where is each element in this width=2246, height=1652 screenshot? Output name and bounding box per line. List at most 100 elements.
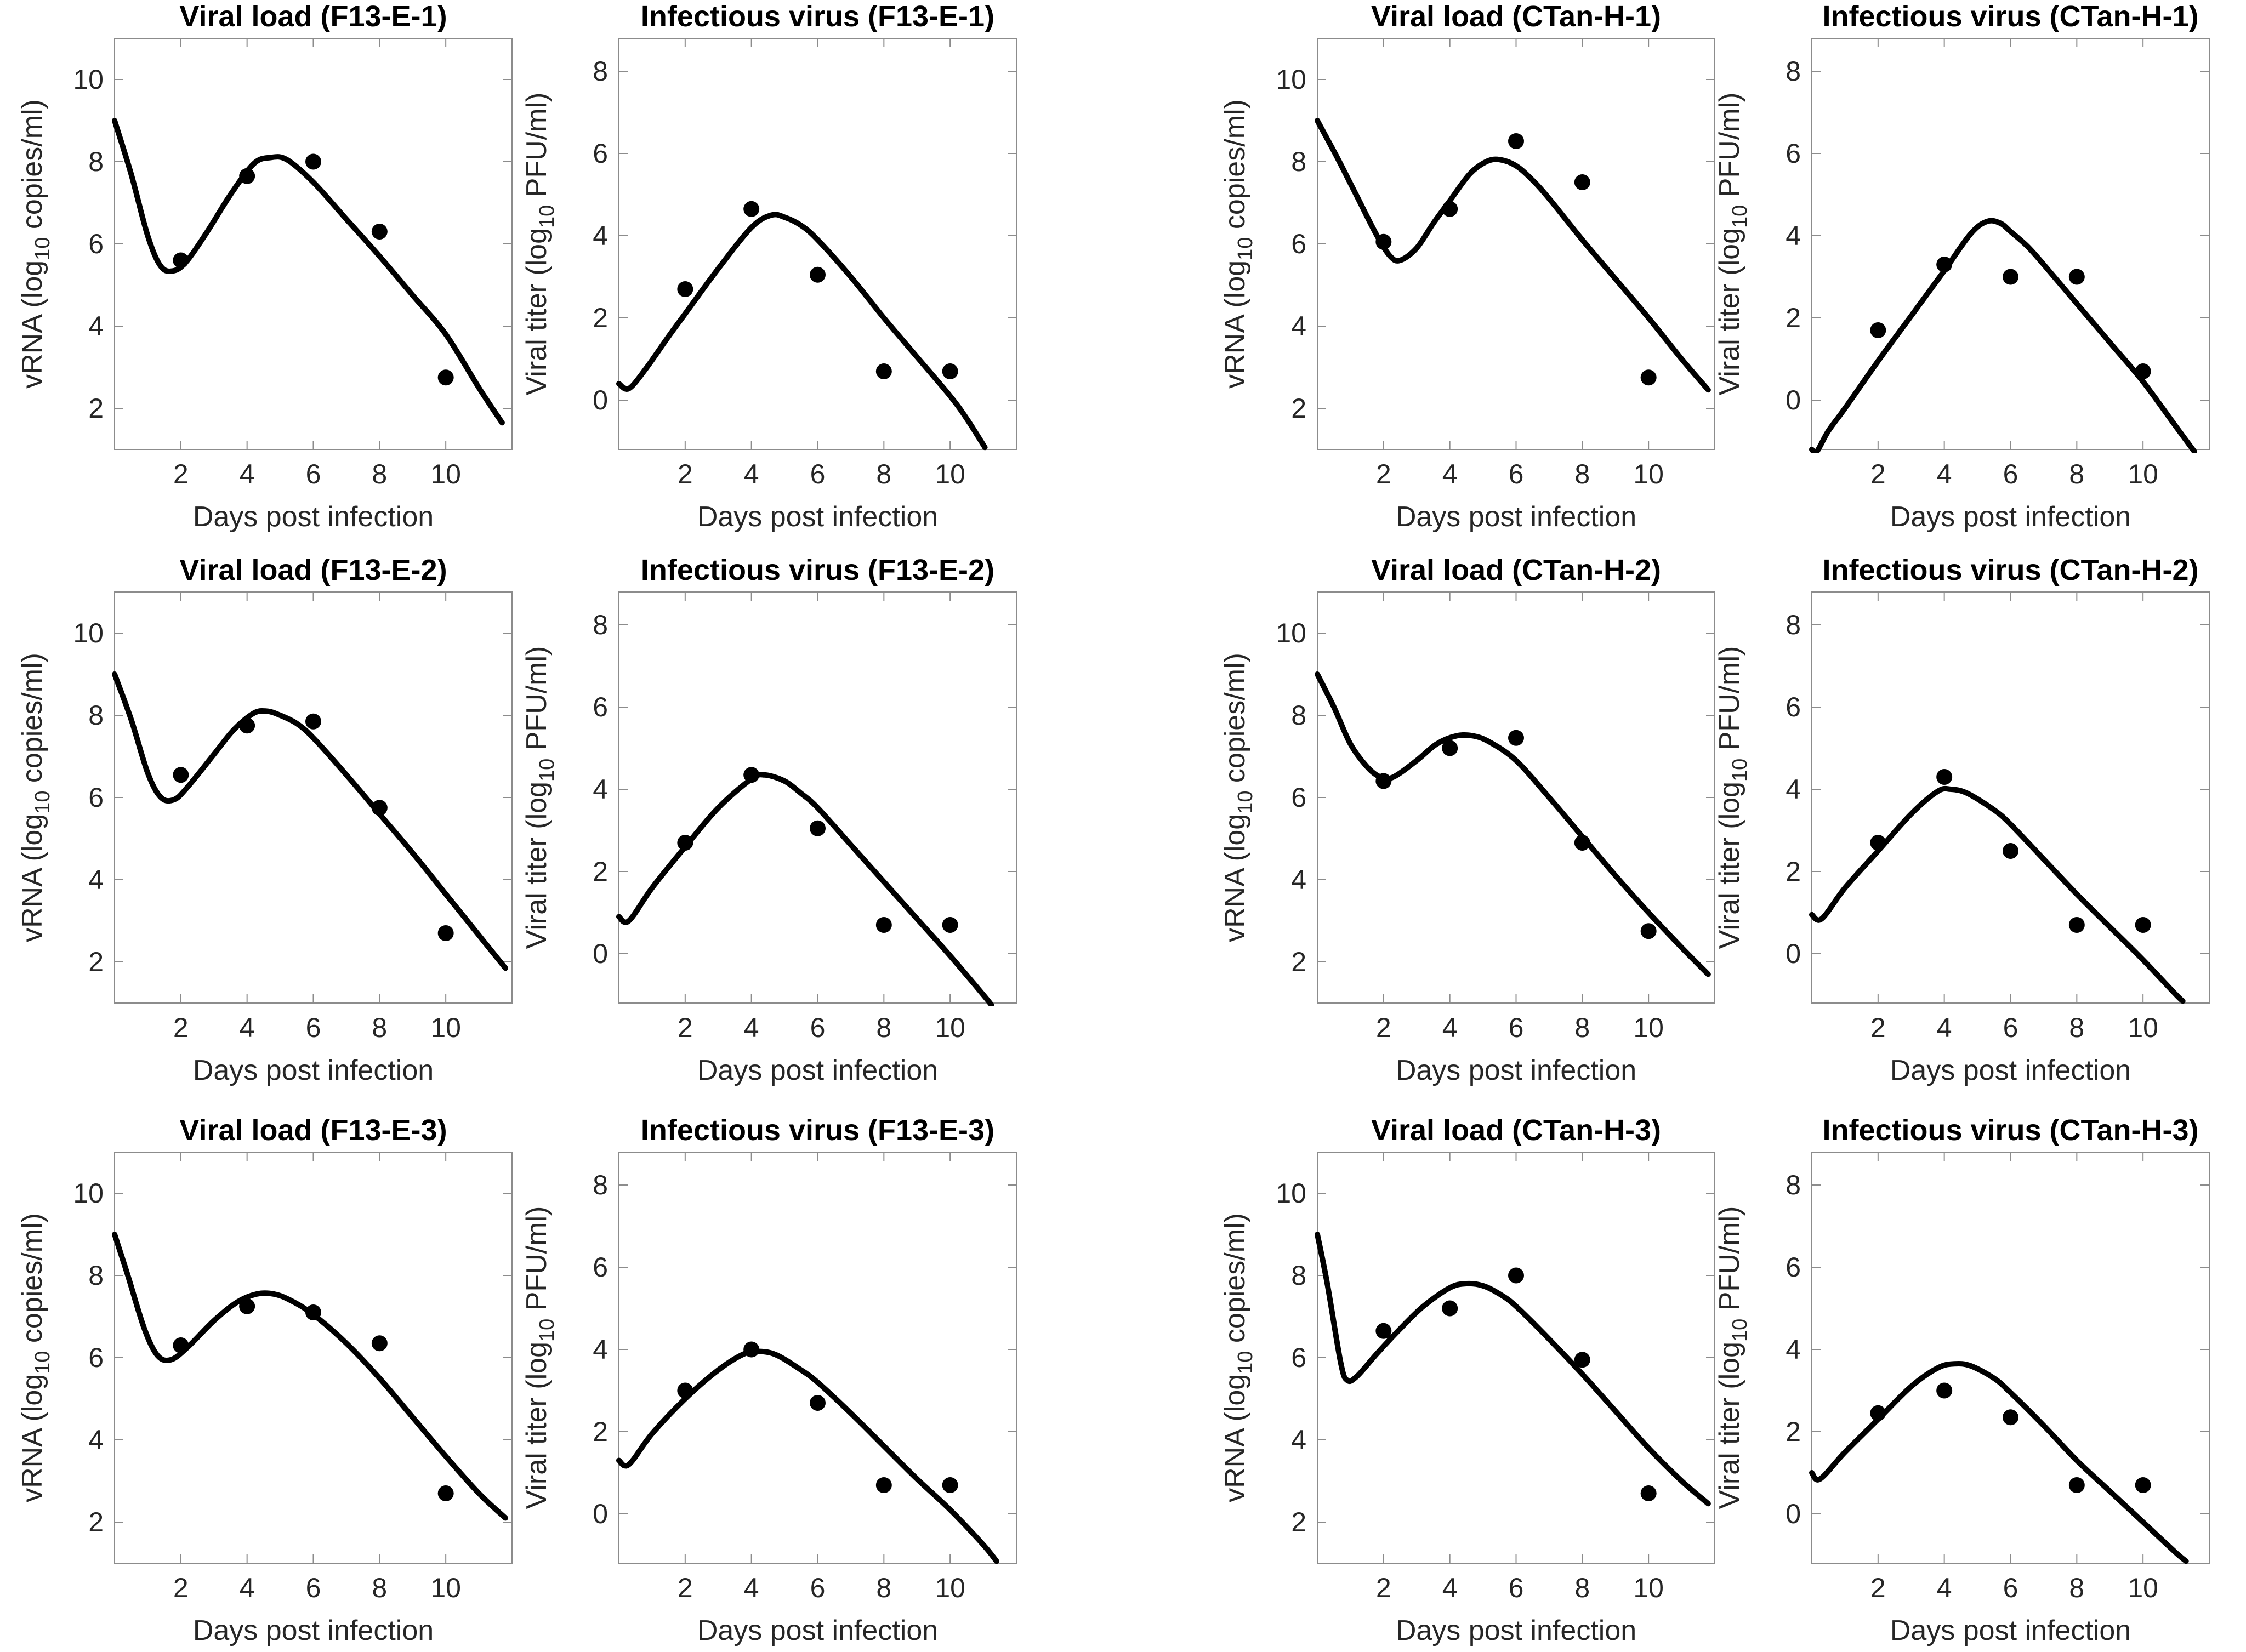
y-tick-label: 6 (1291, 1342, 1306, 1373)
data-point (1508, 133, 1524, 149)
x-tick-label: 8 (372, 1573, 387, 1603)
data-point (2135, 917, 2151, 933)
x-tick-label: 2 (173, 459, 189, 489)
y-tick-label: 10 (73, 64, 104, 95)
model-fit-curve (1315, 1232, 1711, 1507)
data-point (1442, 201, 1458, 217)
model-fit-curve (1315, 118, 1711, 393)
x-axis-label: Days post infection (697, 1615, 938, 1647)
data-point (2068, 917, 2085, 933)
y-tick-label: 8 (593, 609, 608, 640)
y-tick-label: 8 (593, 56, 608, 87)
data-point (2068, 1477, 2085, 1493)
x-tick-label: 4 (1442, 1573, 1458, 1603)
y-tick-label: 4 (593, 220, 608, 251)
y-tick-label: 0 (593, 385, 608, 415)
x-tick-label: 8 (372, 1012, 387, 1043)
y-tick-label: 2 (1291, 393, 1306, 424)
y-tick-label: 4 (88, 864, 104, 895)
x-axis-label: Days post infection (1396, 1055, 1636, 1086)
y-axis-label: Viral titer (log10 PFU/ml) (1714, 93, 1752, 396)
x-tick-label: 2 (1376, 1573, 1391, 1603)
data-point (875, 1477, 892, 1493)
y-tick-label: 4 (1786, 774, 1801, 805)
subplot-infectious-virus-f13-e-1: 2 4 6 8 10 0 2 4 6 8 Infectious virus (F13-E-1) Day… (521, 0, 1017, 533)
x-tick-label: 6 (1509, 459, 1524, 489)
x-axis-label: Days post infection (697, 1055, 938, 1086)
y-tick-label: 4 (88, 311, 104, 341)
x-axis-label: Days post infection (193, 501, 434, 533)
data-point (743, 201, 760, 217)
subplot-infectious-virus-ctan-h-1: 2 4 6 8 10 0 2 4 6 8 Infectious virus (CTan-H-1) Da… (1714, 0, 2210, 533)
y-tick-label: 2 (1786, 856, 1801, 887)
x-tick-label: 6 (2003, 1573, 2018, 1603)
y-tick-label: 8 (1291, 700, 1306, 731)
data-point (2068, 269, 2085, 285)
x-tick-label: 10 (430, 1012, 461, 1043)
y-tick-label: 6 (1291, 229, 1306, 259)
y-tick-label: 0 (1786, 938, 1801, 969)
data-point (1936, 257, 1953, 272)
y-axis-label: Viral titer (log10 PFU/ml) (1714, 1206, 1752, 1509)
x-tick-label: 4 (1442, 459, 1458, 489)
data-point (1442, 740, 1458, 756)
data-point (1574, 174, 1590, 190)
x-tick-label: 8 (1574, 459, 1590, 489)
x-axis-label: Days post infection (193, 1055, 434, 1086)
x-axis-label: Days post infection (1890, 501, 2131, 533)
x-tick-label: 4 (1937, 1573, 1952, 1603)
y-axis-label: vRNA (log10 copies/ml) (16, 99, 54, 389)
plot-box (1811, 1152, 2210, 1564)
data-point (1870, 1405, 1886, 1421)
x-tick-label: 4 (744, 459, 759, 489)
x-tick-label: 2 (173, 1012, 189, 1043)
chart-title: Viral load (F13-E-3) (179, 1114, 447, 1147)
model-fit-curve (616, 1348, 999, 1564)
x-axis-label: Days post infection (1890, 1055, 2131, 1086)
chart-title: Infectious virus (CTan-H-2) (1822, 554, 2198, 586)
x-tick-label: 2 (678, 1573, 693, 1603)
y-tick-label: 6 (88, 229, 104, 259)
x-tick-label: 10 (935, 459, 965, 489)
x-tick-label: 4 (744, 1012, 759, 1043)
data-point (239, 1298, 255, 1314)
y-axis-label: Viral titer (log10 PFU/ml) (521, 1206, 559, 1509)
x-tick-label: 10 (2128, 459, 2158, 489)
data-point (305, 1304, 321, 1320)
data-point (1574, 1352, 1590, 1368)
subplot-infectious-virus-ctan-h-2: 2 4 6 8 10 0 2 4 6 8 Infectious virus (CTan-H-2) Da… (1714, 554, 2210, 1086)
y-tick-label: 8 (88, 146, 104, 177)
x-tick-label: 8 (372, 459, 387, 489)
data-point (677, 281, 693, 297)
data-point (1574, 835, 1590, 851)
x-tick-label: 4 (1442, 1012, 1458, 1043)
y-tick-label: 10 (1276, 1178, 1306, 1209)
data-point (810, 1395, 826, 1411)
model-fit-curve (112, 118, 505, 426)
data-point (1442, 1300, 1458, 1317)
model-fit-curve (616, 212, 988, 451)
y-tick-label: 2 (1291, 1507, 1306, 1537)
chart-title: Infectious virus (CTan-H-3) (1822, 1114, 2198, 1147)
x-tick-label: 2 (1376, 1012, 1391, 1043)
y-tick-label: 8 (1291, 1260, 1306, 1291)
x-axis-label: Days post infection (193, 1615, 434, 1647)
data-point (305, 153, 321, 170)
x-tick-label: 8 (2069, 459, 2084, 489)
data-point (437, 369, 454, 386)
y-tick-label: 10 (1276, 64, 1306, 95)
y-tick-label: 0 (1786, 1499, 1801, 1529)
y-tick-label: 6 (1291, 782, 1306, 813)
y-tick-label: 6 (593, 1252, 608, 1283)
subplot-viral-load-ctan-h-2: 2 4 6 8 10 2 4 6 8 10 Viral load (CTan-H-2) Days po… (1219, 554, 1715, 1086)
x-tick-label: 4 (240, 459, 255, 489)
data-point (1936, 1382, 1953, 1399)
subplot-infectious-virus-ctan-h-3: 2 4 6 8 10 0 2 4 6 8 Infectious virus (CTan-H-3) Da… (1714, 1114, 2210, 1647)
y-tick-label: 10 (1276, 618, 1306, 648)
x-tick-label: 10 (935, 1573, 965, 1603)
x-tick-label: 8 (1574, 1012, 1590, 1043)
y-tick-label: 4 (1291, 311, 1306, 341)
subplot-viral-load-ctan-h-1: 2 4 6 8 10 2 4 6 8 10 Viral load (CTan-H-1) Days po… (1219, 0, 1715, 533)
x-tick-label: 6 (810, 459, 826, 489)
